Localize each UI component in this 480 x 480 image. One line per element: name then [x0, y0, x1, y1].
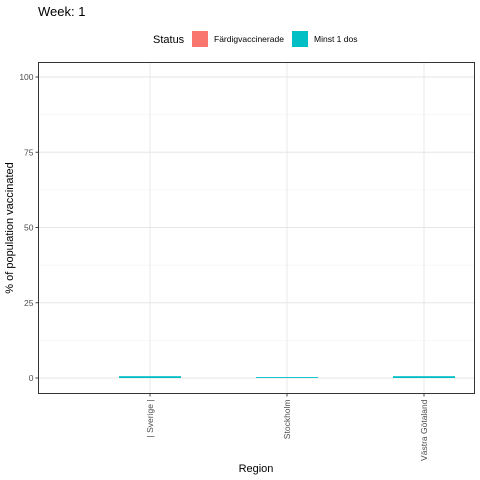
x-tick-label: Västra Götaland	[419, 399, 429, 461]
legend-label-minst-1-dos: Minst 1 dos	[314, 34, 357, 44]
legend-label-fardigvaccinerade: Färdigvaccinerade	[214, 34, 284, 44]
chart-title: Week: 1	[38, 4, 85, 19]
y-tick-label: 0	[29, 373, 34, 383]
legend: Status Färdigvaccinerade Minst 1 dos	[153, 31, 357, 47]
legend-title: Status	[153, 34, 185, 46]
x-axis-title: Region	[239, 463, 274, 475]
legend-swatch-fardigvaccinerade	[192, 31, 208, 47]
x-tick-label: Stockholm	[282, 400, 292, 440]
bar-minst-1-dos-2	[393, 376, 455, 378]
plot-panel-background	[38, 62, 475, 394]
plot-panel-border	[38, 62, 475, 394]
y-tick-label: 100	[19, 72, 33, 82]
y-axis-title: % of population vaccinated	[4, 162, 16, 293]
y-tick-label: 25	[24, 298, 34, 308]
y-tick-label: 75	[24, 147, 34, 157]
bar-minst-1-dos-0	[119, 376, 181, 378]
x-tick-label: | Sverige |	[145, 400, 155, 438]
legend-swatch-minst-1-dos	[292, 31, 308, 47]
bar-minst-1-dos-1	[256, 377, 318, 378]
bars	[119, 376, 455, 378]
axes: 0 25 50 75 100 | Sverige | Stockholm Västra Göt…	[19, 72, 429, 461]
y-tick-label: 50	[24, 223, 34, 233]
